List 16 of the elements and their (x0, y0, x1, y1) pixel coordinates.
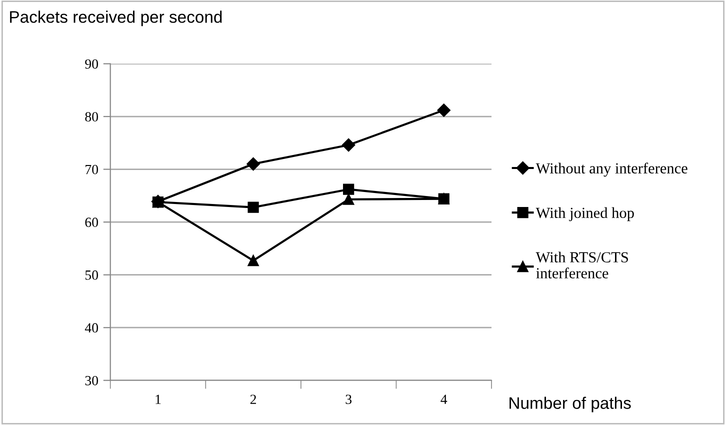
y-tick-label: 80 (85, 112, 98, 122)
y-tick-label: 70 (86, 164, 98, 174)
legend-label: Without any interference (536, 162, 688, 177)
y-tick-label: 60 (85, 218, 98, 228)
legend-label: With joined hop (536, 207, 634, 222)
y-tick-label: 40 (84, 323, 98, 333)
y-tick-label: 90 (85, 59, 98, 69)
x-tick-label: 4 (440, 394, 448, 404)
x-tick-label: 1 (156, 394, 161, 404)
y-tick-label: 30 (85, 376, 98, 386)
y-axis-title: Packets received per second (10, 10, 222, 26)
x-axis-title: Number of paths (510, 396, 631, 412)
y-tick-label: 50 (85, 270, 98, 280)
x-tick-label: 2 (250, 394, 256, 404)
legend-label: With RTS/CTS interference (536, 252, 628, 278)
x-tick-label: 3 (346, 394, 352, 404)
